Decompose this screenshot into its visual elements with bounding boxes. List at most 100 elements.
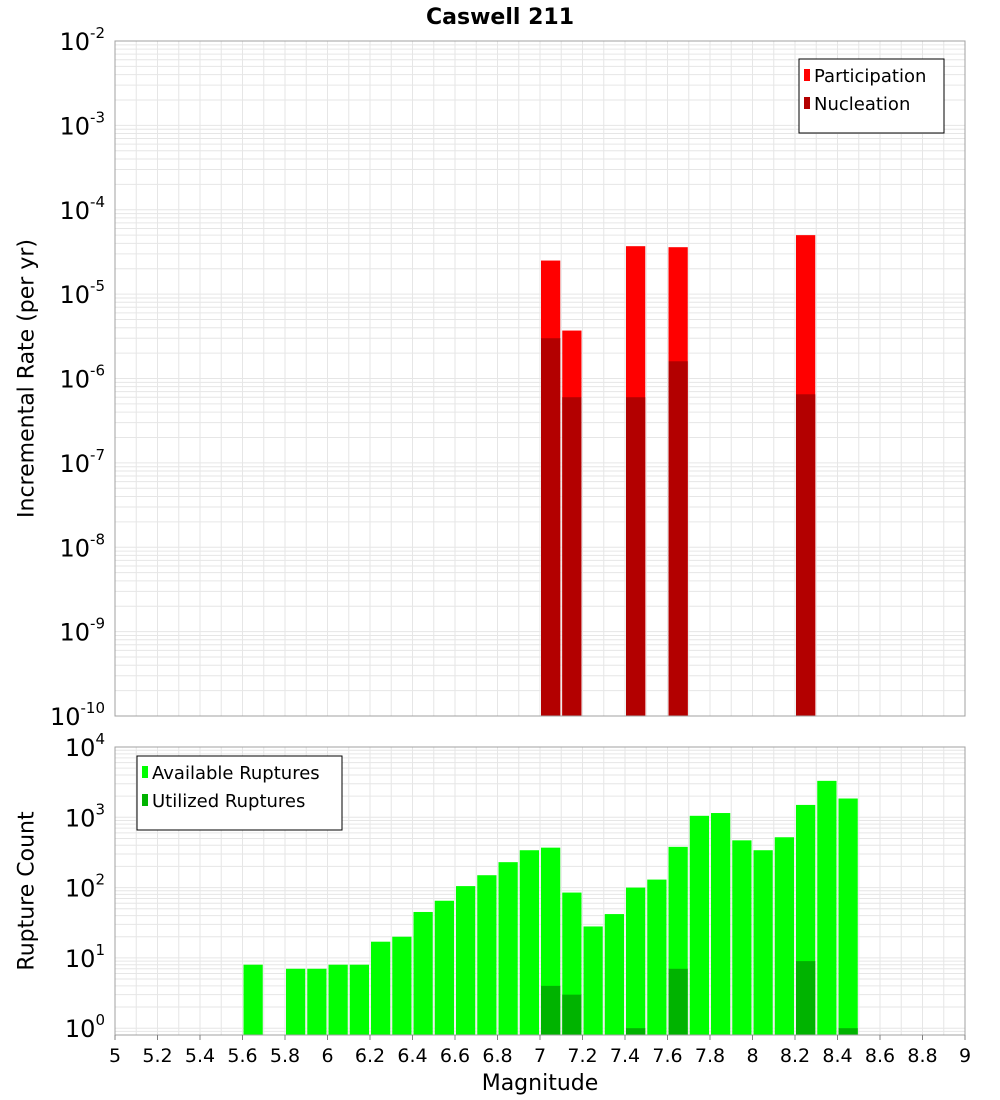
y-tick-base: 10: [65, 1015, 96, 1043]
bar-utilized-ruptures: [541, 985, 561, 1035]
bar-available-ruptures: [434, 900, 454, 1035]
x-tick-label: 7.8: [695, 1045, 725, 1067]
x-tick-label: 9: [959, 1045, 971, 1067]
svg-text:10-3: 10-3: [59, 108, 105, 140]
bar-available-ruptures: [498, 862, 518, 1035]
x-tick-label: 5.8: [270, 1045, 300, 1067]
svg-text:100: 100: [65, 1011, 105, 1043]
svg-text:10-10: 10-10: [50, 699, 105, 731]
x-tick-label: 8.8: [907, 1045, 937, 1067]
x-tick-label: 7.2: [567, 1045, 597, 1067]
x-tick-label: 5: [109, 1045, 121, 1067]
bar-nucleation: [562, 397, 582, 716]
x-tick-label: 6.6: [440, 1045, 470, 1067]
y-tick-label: 104: [65, 730, 105, 762]
bar-available-ruptures: [477, 875, 497, 1035]
y-tick-exponent: -9: [90, 615, 105, 633]
x-tick-label: 7.4: [610, 1045, 640, 1067]
y-tick-label: 102: [65, 871, 105, 903]
svg-text:102: 102: [65, 871, 105, 903]
y-tick-exponent: -8: [90, 530, 105, 548]
y-tick-base: 10: [65, 804, 96, 832]
chart-title: Caswell 211: [426, 5, 574, 30]
bar-nucleation: [626, 397, 646, 716]
y-tick-base: 10: [59, 450, 90, 478]
y-tick-label: 10-6: [59, 362, 105, 394]
bar-nucleation: [668, 361, 688, 716]
bar-available-ruptures: [243, 964, 263, 1035]
y-tick-exponent: -6: [90, 362, 105, 380]
bar-available-ruptures: [753, 850, 773, 1035]
x-tick-label: 5.4: [185, 1045, 215, 1067]
bar-available-ruptures: [838, 798, 858, 1035]
legend-label: Participation: [814, 66, 926, 87]
bar-available-ruptures: [456, 886, 476, 1035]
y-tick-exponent: -4: [90, 193, 105, 211]
svg-text:10-9: 10-9: [59, 615, 105, 647]
y-tick-exponent: -10: [81, 699, 106, 717]
bar-available-ruptures: [626, 887, 646, 1035]
y-tick-exponent: 0: [95, 1011, 105, 1029]
y-tick-exponent: -2: [90, 24, 105, 42]
legend-label: Available Ruptures: [152, 763, 320, 784]
x-tick-label: 6.2: [355, 1045, 385, 1067]
y-tick-label: 10-7: [59, 446, 105, 478]
y-tick-exponent: -7: [90, 446, 105, 464]
svg-text:104: 104: [65, 730, 105, 762]
bar-nucleation: [796, 394, 816, 716]
bar-utilized-ruptures: [668, 968, 688, 1035]
x-tick-label: 7: [534, 1045, 546, 1067]
y-tick-base: 10: [59, 197, 90, 225]
svg-text:101: 101: [65, 941, 105, 973]
bar-available-ruptures: [732, 840, 752, 1035]
x-tick-label: 6.4: [397, 1045, 427, 1067]
y-tick-exponent: 2: [95, 871, 105, 889]
legend-swatch: [142, 766, 148, 778]
x-tick-label: 6.8: [482, 1045, 512, 1067]
svg-text:10-6: 10-6: [59, 362, 105, 394]
legend-box: [136, 755, 343, 831]
bar-available-ruptures: [286, 968, 306, 1035]
y-tick-base: 10: [59, 534, 90, 562]
y-tick-base: 10: [65, 945, 96, 973]
bar-utilized-ruptures: [562, 994, 582, 1035]
y-tick-base: 10: [59, 366, 90, 394]
bar-available-ruptures: [647, 879, 667, 1035]
x-tick-label: 8.2: [780, 1045, 810, 1067]
bar-available-ruptures: [689, 815, 709, 1035]
legend-label: Nucleation: [814, 94, 910, 115]
bar-nucleation: [541, 338, 561, 716]
legend-swatch: [142, 794, 148, 806]
bar-available-ruptures: [413, 911, 433, 1035]
y-tick-base: 10: [59, 281, 90, 309]
y-tick-label: 10-10: [50, 699, 105, 731]
bar-available-ruptures: [583, 926, 603, 1035]
y-tick-exponent: 4: [95, 730, 105, 748]
y-tick-label: 10-8: [59, 530, 105, 562]
bar-available-ruptures: [328, 964, 348, 1035]
x-tick-label: 8.4: [822, 1045, 852, 1067]
y-tick-label: 10-4: [59, 193, 105, 225]
magnitude-x-ticks: 5 5.2 5.4 5.6 5.8 6 6.2 6.4 6.6 6.8 7 7.2 7.4 7.6 7.8 8…: [109, 1035, 971, 1067]
y-tick-base: 10: [59, 28, 90, 56]
y-tick-exponent: 1: [95, 941, 105, 959]
x-tick-label: 7.6: [652, 1045, 682, 1067]
y-tick-exponent: 3: [95, 800, 105, 818]
legend-box: [798, 58, 945, 134]
x-axis-label: Magnitude: [482, 1071, 599, 1096]
svg-text:10-2: 10-2: [59, 24, 105, 56]
x-tick-label: 8: [746, 1045, 758, 1067]
count-y-axis-label: Rupture Count: [15, 811, 40, 971]
x-tick-label: 5.2: [142, 1045, 172, 1067]
svg-text:103: 103: [65, 800, 105, 832]
y-tick-label: 10-5: [59, 277, 105, 309]
y-tick-label: 10-9: [59, 615, 105, 647]
count-bars: [243, 780, 858, 1035]
x-tick-label: 8.6: [865, 1045, 895, 1067]
rate-legend: Participation Nucleation: [798, 58, 945, 134]
bar-available-ruptures: [371, 941, 391, 1035]
legend-swatch: [804, 69, 810, 81]
